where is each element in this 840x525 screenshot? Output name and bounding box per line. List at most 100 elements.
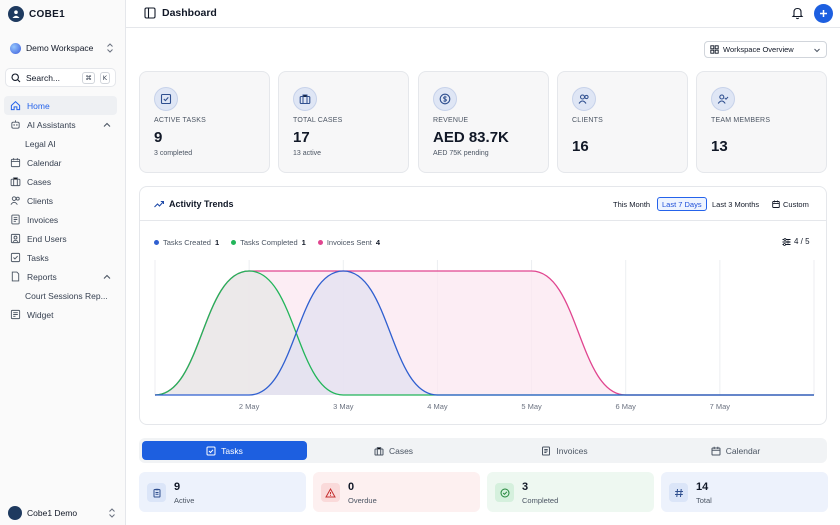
range-last-7-days[interactable]: Last 7 Days [657,197,707,211]
stat-value: AED 83.7K [433,129,509,146]
range-custom[interactable]: Custom [768,197,813,211]
tab-calendar[interactable]: Calendar [653,441,818,460]
stat-label: CLIENTS [572,117,603,124]
sidebar-item-court-sessions-report[interactable]: Court Sessions Rep... [4,286,117,305]
warning-icon [325,487,336,497]
checkbox-icon [206,446,216,455]
briefcase-icon [299,94,311,105]
file-icon [11,271,20,282]
shortcut-key-cmd: ⌘ [82,71,95,84]
sum-icon [147,483,166,502]
tab-label: Cases [388,445,414,456]
sidebar-item-invoices[interactable]: Invoices [4,210,117,229]
sidebar-item-calendar[interactable]: Calendar [4,153,117,172]
sidebar-nav: Home AI Assistants Legal AI Calendar Cas… [4,96,117,324]
series-filter[interactable]: 4 / 5 [782,237,810,246]
tab-cases[interactable]: Cases [311,441,476,460]
sidebar-item-reports[interactable]: Reports [4,267,117,286]
chevron-up-icon[interactable] [103,273,111,281]
widget-icon [10,309,21,320]
stat-icon [293,87,317,111]
sidebar-toggle-icon[interactable] [144,7,156,19]
stat-card-revenue[interactable]: REVENUE AED 83.7K AED 75K pending [418,71,549,173]
summary-card-overdue[interactable]: 0 Overdue [313,472,480,512]
legend-item-invoices-sent[interactable]: Invoices Sent 4 [317,238,381,247]
sidebar-item-home[interactable]: Home [4,96,117,115]
sidebar-item-end-users[interactable]: End Users [4,229,117,248]
stat-sub: 13 active [293,150,322,157]
search-box[interactable]: Search... ⌘ K [5,68,116,87]
bell-icon[interactable] [791,6,804,20]
sidebar-item-label: Widget [27,309,54,320]
search-icon [11,72,21,82]
stat-card-active-tasks[interactable]: ACTIVE TASKS 9 3 completed [139,71,270,173]
overview-select-label: Workspace Overview [723,45,794,54]
series-line-0[interactable] [154,270,814,396]
sidebar-item-widget[interactable]: Widget [4,305,117,324]
user-menu[interactable]: Cobe1 Demo [6,503,118,522]
sidebar-item-label: AI Assistants [27,119,76,130]
range-this-month[interactable]: This Month [613,199,651,209]
sidebar-item-clients[interactable]: Clients [4,191,117,210]
invoice-icon [542,446,551,455]
tab-invoices[interactable]: Invoices [482,441,647,460]
summary-card-completed[interactable]: 3 Completed [487,472,654,512]
sidebar-item-cases[interactable]: Cases [4,172,117,191]
stat-icon [154,87,178,111]
workspace-name: Demo Workspace [26,43,94,53]
summary-card-active[interactable]: 9 Active [139,472,306,512]
detail-tabs: Tasks Cases Invoices Calendar [139,438,827,463]
tab-tasks[interactable]: Tasks [142,441,307,460]
stat-value: 13 [711,138,728,155]
sidebar: COBE1 Demo Workspace Search... ⌘ K Home … [0,0,126,525]
sum-icon [669,483,688,502]
user-name: Cobe1 Demo [27,507,78,518]
legend-dot [231,240,237,245]
stat-card-total-cases[interactable]: TOTAL CASES 17 13 active [278,71,409,173]
stat-label: ACTIVE TASKS [154,117,206,124]
tab-label: Invoices [556,445,588,456]
page-title: Dashboard [162,7,217,19]
range-last-3-months[interactable]: Last 3 Months [712,199,760,209]
stat-value: 17 [293,129,310,146]
user-check-icon [717,94,729,104]
stat-card-team-members[interactable]: TEAM MEMBERS 13 [696,71,827,173]
top-header: Dashboard [126,0,840,28]
legend-count: 4 [375,238,381,247]
add-button[interactable] [814,4,833,23]
sidebar-item-tasks[interactable]: Tasks [4,248,117,267]
sidebar-item-label: Legal AI [25,138,56,149]
sliders-icon [782,237,791,246]
series-area-0 [155,271,814,395]
sidebar-item-label: Reports [27,271,57,282]
workspace-switcher[interactable]: Demo Workspace [6,38,118,58]
legend-dot [317,240,323,245]
legend-item-tasks-completed[interactable]: Tasks Completed 1 [231,238,306,247]
home-icon [10,100,21,111]
tab-label: Tasks [221,445,243,456]
legend-item-tasks-created[interactable]: Tasks Created 1 [154,238,219,247]
brand[interactable]: COBE1 [8,5,65,23]
stat-label: REVENUE [433,117,469,124]
dollar-circle-icon [439,93,451,105]
chart-legend: Tasks Created 1 Tasks Completed 1 Invoic… [154,238,380,247]
legend-name: Invoices Sent [326,238,372,247]
sidebar-item-label: Clients [27,195,53,206]
sidebar-item-legal-ai[interactable]: Legal AI [4,134,117,153]
stat-label: TEAM MEMBERS [711,117,771,124]
range-custom-label: Custom [783,199,809,209]
invoice-icon [11,214,20,225]
overview-select[interactable]: Workspace Overview [704,41,827,58]
stat-card-clients[interactable]: CLIENTS 16 [557,71,688,173]
chevron-down-icon [814,48,820,52]
chevron-updown-icon [107,43,113,53]
stat-sub: 3 completed [154,150,193,157]
stat-icon [711,87,735,111]
checkbox-icon [160,93,172,105]
sidebar-item-ai-assistants[interactable]: AI Assistants [4,115,117,134]
summary-card-total[interactable]: 14 Total [661,472,828,512]
hash-icon [674,488,683,497]
chevron-up-icon[interactable] [103,121,111,129]
brand-logo-icon [8,6,24,22]
stat-icon [433,87,457,111]
